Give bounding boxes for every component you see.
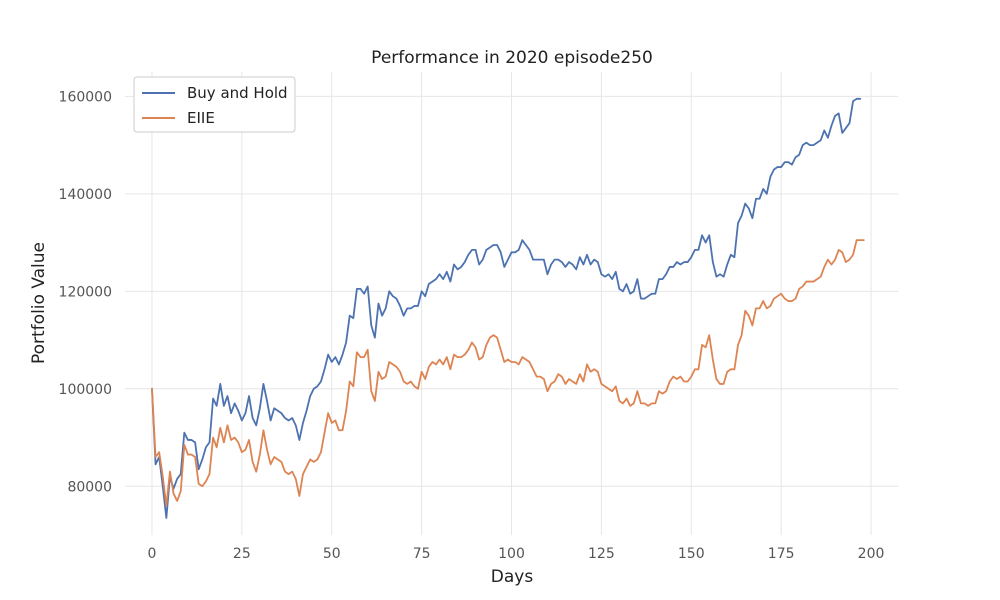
x-tick-label: 0 [148,546,157,562]
y-tick-label: 160000 [59,89,112,105]
legend-label-buy-and-hold: Buy and Hold [187,84,288,102]
y-tick-label: 120000 [59,284,112,300]
series-line-buy-and-hold [151,97,862,519]
y-tick-label: 80000 [67,479,112,495]
grid [125,72,898,535]
x-tick-label: 50 [323,546,341,562]
legend-label-eiie: EIIE [187,109,215,127]
x-tick-label: 25 [233,546,251,562]
x-axis-label: Days [491,567,534,587]
legend: Buy and Hold EIIE [133,76,296,133]
series-line-eiie [151,239,865,507]
chart-title: Performance in 2020 episode250 [371,48,653,68]
y-tick-label: 140000 [59,187,112,203]
x-tick-label: 150 [678,546,705,562]
y-tick-label: 100000 [59,382,112,398]
x-tick-label: 100 [498,546,525,562]
series-layer [151,97,865,519]
x-tick-label: 125 [588,546,615,562]
y-axis-label: Portfolio Value [29,242,49,364]
x-tick-label: 75 [413,546,431,562]
x-tick-label: 200 [858,546,885,562]
x-tick-label: 175 [768,546,795,562]
tick-labels: 0 25 50 75 100 125 150 175 200 80000 100000 120000 1… [59,89,885,562]
